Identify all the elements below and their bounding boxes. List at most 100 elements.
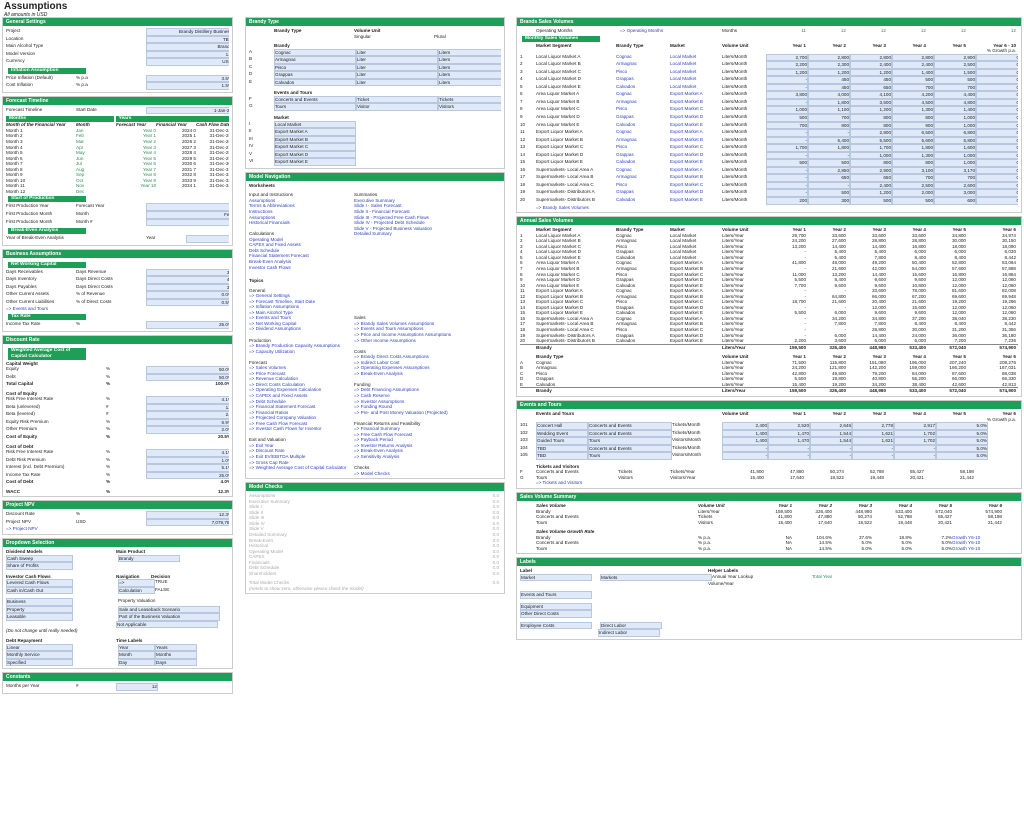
monthly-volume-row-cell[interactable]: 4,100	[850, 91, 892, 99]
row-cell[interactable]: 25.0%	[146, 471, 229, 480]
row-cell[interactable]: 0.0%	[146, 291, 229, 299]
event-row-cell[interactable]: 2,917	[894, 422, 936, 430]
monthly-volume-row-cell[interactable]: 3,000	[934, 189, 976, 198]
event-row-cell[interactable]: TBD	[536, 444, 588, 453]
monthly-volume-row-cell[interactable]: 0.5%	[976, 121, 1018, 130]
monthly-volume-row-cell[interactable]: 700	[808, 114, 850, 122]
monthly-volume-row-cell[interactable]: 2,500	[892, 181, 934, 190]
row-cell[interactable]: Local Market	[274, 120, 356, 129]
row-cell[interactable]: Pisco	[274, 63, 356, 72]
monthly-volume-row-cell[interactable]: 450	[808, 76, 850, 84]
monthly-volume-row-cell[interactable]: 0.5%	[976, 68, 1018, 77]
monthly-volume-row-cell[interactable]: 1,100	[808, 106, 850, 115]
monthly-volume-row-cell[interactable]: 6,500	[892, 129, 934, 137]
monthly-volume-row-cell[interactable]: 4,000	[808, 91, 850, 99]
monthly-volume-row-cell[interactable]: 700	[934, 83, 976, 92]
row-cell[interactable]: Not Applicable	[116, 620, 218, 629]
row-cell[interactable]: Liter	[356, 63, 438, 72]
event-row-cell[interactable]: Tours	[588, 437, 672, 445]
row-cell[interactable]: Export Market D	[274, 150, 356, 159]
monthly-volume-row-cell[interactable]: -	[766, 174, 808, 182]
inflation-row-cell[interactable]: 1.5%	[146, 82, 229, 90]
monthly-volume-row-cell[interactable]: 700	[892, 174, 934, 182]
row-cell[interactable]: Liter	[356, 48, 438, 57]
monthly-volume-row-cell[interactable]: 1,000	[934, 114, 976, 122]
monthly-volume-row-cell[interactable]: 500	[934, 76, 976, 84]
monthly-volume-row-cell[interactable]: 500	[892, 76, 934, 84]
monthly-volume-row-cell[interactable]: 3,500	[850, 98, 892, 107]
monthly-volume-row-cell[interactable]: 0.5%	[976, 83, 1018, 92]
monthly-volume-row-cell[interactable]: 2,800	[850, 129, 892, 137]
row-cell[interactable]: Cognac	[274, 48, 356, 57]
row-cell[interactable]: Liters	[438, 78, 501, 87]
monthly-volume-row-cell[interactable]: 800	[892, 114, 934, 122]
event-row-cell[interactable]: 2,520	[768, 422, 810, 430]
event-row-cell[interactable]: Guided Tours	[536, 437, 588, 445]
monthly-volume-row-cell[interactable]: 650	[808, 174, 850, 182]
row-cell[interactable]: 1	[186, 235, 229, 243]
row-cell[interactable]: Liters	[438, 48, 501, 57]
row-cell[interactable]: 12	[116, 683, 158, 691]
inflation-row-cell[interactable]: 3.5%	[146, 74, 229, 83]
event-row-cell[interactable]: 1,621	[852, 437, 894, 445]
event-row-cell[interactable]: 2,400	[722, 422, 768, 430]
monthly-volume-row-cell[interactable]: -	[766, 83, 808, 92]
monthly-volume-row-cell[interactable]: 0.5%	[976, 129, 1018, 137]
monthly-volume-row-cell[interactable]: -	[766, 189, 808, 198]
event-row-cell[interactable]: 5.0%	[936, 429, 988, 438]
monthly-volume-row-cell[interactable]: 800	[850, 159, 892, 167]
row-cell[interactable]: =>	[118, 579, 155, 587]
row-cell[interactable]: Feb	[146, 211, 229, 219]
event-row-cell[interactable]: -	[768, 452, 810, 460]
monthly-volume-row-cell[interactable]: -	[766, 136, 808, 145]
event-row-cell[interactable]: -	[852, 444, 894, 453]
row-cell[interactable]: Other Direct Costs	[520, 610, 592, 618]
monthly-volume-row-cell[interactable]: 1,300	[892, 106, 934, 115]
monthly-volume-row-cell[interactable]: 2,200	[766, 61, 808, 69]
monthly-volume-row-cell[interactable]: 2,000	[892, 189, 934, 198]
row-cell[interactable]: Part of the Business Valuation	[118, 613, 220, 621]
monthly-volume-row-cell[interactable]: 4,400	[934, 91, 976, 99]
event-row-cell[interactable]: Concert Hall	[536, 422, 588, 430]
monthly-volume-row-cell[interactable]: -	[766, 76, 808, 84]
row-cell[interactable]: Direct Labor	[600, 621, 662, 630]
row-cell[interactable]: Ticket	[356, 95, 438, 104]
monthly-volume-row-cell[interactable]: 0.5%	[976, 181, 1018, 190]
event-row-cell[interactable]: 1,702	[894, 429, 936, 438]
row-cell[interactable]: Months	[155, 651, 197, 659]
monthly-volume-row-cell[interactable]: 5,400	[808, 136, 850, 145]
event-row-cell[interactable]: -	[810, 452, 852, 460]
monthly-volume-row-cell[interactable]: 0.5%	[976, 144, 1018, 152]
monthly-volume-row-cell[interactable]: 0.5%	[976, 189, 1018, 198]
monthly-volume-row-cell[interactable]: 3,100	[892, 166, 934, 175]
monthly-volume-row-cell[interactable]: 4,200	[892, 91, 934, 99]
monthly-volume-row-cell[interactable]: -	[766, 181, 808, 190]
row-cell[interactable]: Liter	[356, 56, 438, 64]
row-cell[interactable]: 40	[146, 276, 229, 284]
monthly-volume-row-cell[interactable]: 0.5%	[976, 136, 1018, 145]
monthly-volume-row-cell[interactable]: 450	[808, 83, 850, 92]
row-cell[interactable]: 4.1%	[146, 396, 229, 404]
event-row-cell[interactable]: -	[894, 444, 936, 453]
monthly-volume-row-cell[interactable]: 1,400	[934, 106, 976, 115]
monthly-volume-row-cell[interactable]: 0.5%	[976, 197, 1018, 205]
monthly-volume-row-cell[interactable]: 1,200	[850, 68, 892, 77]
monthly-volume-row-cell[interactable]: 1,500	[934, 68, 976, 77]
monthly-volume-row-cell[interactable]: 2,800	[808, 53, 850, 62]
monthly-volume-row-cell[interactable]: 1,000	[766, 106, 808, 115]
event-row-cell[interactable]: 5.0%	[936, 437, 988, 445]
monthly-volume-row-cell[interactable]: 1,200	[808, 68, 850, 77]
row-cell[interactable]: Liters	[438, 63, 501, 72]
event-row-cell[interactable]: 1,621	[852, 429, 894, 438]
monthly-volume-row-cell[interactable]: 2,300	[808, 61, 850, 69]
monthly-volume-row-cell[interactable]: 500	[766, 114, 808, 122]
monthly-volume-row-cell[interactable]: 1,300	[892, 151, 934, 160]
event-row-cell[interactable]: -	[894, 452, 936, 460]
event-row-cell[interactable]: 1,470	[768, 437, 810, 445]
row-cell[interactable]: 1.2	[146, 403, 229, 412]
row-cell[interactable]: 25.0%	[146, 320, 229, 329]
row-cell[interactable]: 0.5%	[146, 298, 229, 307]
event-row-cell[interactable]: Concerts and Events	[588, 444, 672, 453]
event-row-cell[interactable]: -	[810, 444, 852, 453]
event-row-cell[interactable]: Wedding Event	[536, 429, 588, 438]
